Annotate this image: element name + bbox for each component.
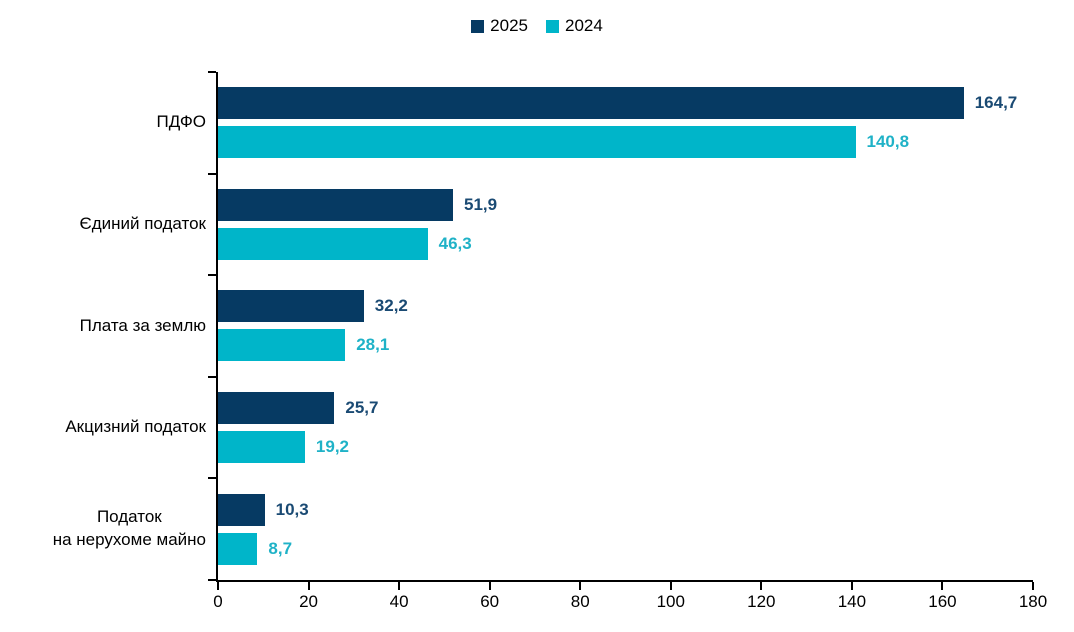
x-axis-tick: [217, 582, 219, 590]
bar-group: 51,9 46,3: [218, 174, 1033, 276]
category-label-row: Плата за землю: [0, 275, 206, 377]
chart-legend: 2025 2024: [0, 16, 1074, 36]
x-axis-tick: [579, 582, 582, 590]
bar-value-label: 32,2: [374, 296, 408, 316]
bar-value-label: 8,7: [268, 538, 293, 558]
x-axis-tick-label: 60: [480, 592, 500, 611]
legend-item-2024: 2024: [546, 16, 603, 36]
plot-area: 164,7 140,8 51,9 46,3 32,2 28,1 25,7 19,2 10,3 8,…: [208, 71, 1047, 611]
bar-line-2024: 28,1: [218, 329, 1033, 362]
bar-line-2024: 46,3: [218, 227, 1033, 260]
x-axis-tick-label: 0: [213, 592, 223, 611]
x-axis-tick-label: 100: [656, 592, 685, 611]
bar-2024: [218, 126, 856, 159]
legend-swatch-icon: [471, 19, 485, 33]
x-axis-tick-label: 140: [837, 592, 867, 611]
bar-group: 25,7 19,2: [218, 377, 1033, 479]
category-label: Єдиний податок: [79, 213, 206, 233]
bar-value-label: 140,8: [866, 132, 910, 152]
category-label: ПДФО: [156, 112, 206, 132]
x-axis-tick-label: 160: [928, 592, 957, 611]
x-axis-tick-label: 180: [1018, 592, 1048, 611]
bar-line-2025: 25,7: [218, 392, 1033, 425]
y-axis-tick: [208, 274, 216, 277]
x-axis-tick-label: 120: [747, 592, 776, 611]
legend-item-2025: 2025: [471, 16, 528, 36]
category-label: Плата за землю: [79, 315, 206, 335]
bar-2025: [218, 392, 335, 425]
category-label-row: Єдиний податок: [0, 174, 206, 276]
bar-value-label: 46,3: [438, 233, 472, 253]
bar-value-label: 51,9: [463, 194, 498, 214]
bar-line-2024: 8,7: [218, 532, 1033, 565]
bar-2024: [218, 329, 346, 362]
bar-group: 164,7 140,8: [218, 72, 1033, 174]
bar-line-2025: 10,3: [218, 493, 1033, 526]
bar-2024: [218, 227, 428, 260]
category-label: Податок на нерухоме майно: [52, 507, 206, 550]
y-axis-line: [216, 72, 218, 582]
legend-label: 2024: [565, 16, 603, 35]
legend-swatch-icon: [546, 19, 559, 33]
bar-group: 32,2 28,1: [218, 275, 1033, 377]
x-axis-tick-label: 80: [570, 592, 590, 611]
y-axis-tick: [208, 71, 216, 73]
bar-2025: [218, 493, 265, 526]
bar-2024: [218, 532, 258, 565]
x-axis-tick: [1032, 582, 1034, 590]
y-axis-tick: [208, 375, 216, 378]
y-axis-tick: [208, 579, 216, 581]
x-axis-line: [216, 580, 1033, 582]
bar-2025: [218, 87, 964, 120]
category-label-row: Акцизний податок: [0, 377, 206, 479]
x-axis-tick: [850, 582, 853, 590]
bar-rows: 164,7 140,8 51,9 46,3 32,2 28,1 25,7 19,2 10,3 8,…: [218, 72, 1033, 580]
x-axis-tick-label: 20: [299, 592, 319, 611]
x-axis-tick: [941, 582, 944, 590]
category-label-row: ПДФО: [0, 72, 206, 174]
category-axis-labels: ПДФО Єдиний податок Плата за землю Акцизний…: [0, 72, 206, 580]
x-axis-tick: [398, 582, 401, 590]
bar-value-label: 19,2: [315, 437, 350, 457]
bar-group: 10,3 8,7: [218, 478, 1033, 580]
x-axis-tick: [760, 582, 763, 590]
x-axis-tick: [669, 582, 672, 590]
bar-value-label: 164,7: [974, 93, 1018, 113]
bar-2024: [218, 431, 305, 464]
bar-line-2025: 164,7: [218, 87, 1033, 120]
bar-line-2025: 32,2: [218, 290, 1033, 323]
bar-2025: [218, 188, 453, 221]
bar-line-2024: 19,2: [218, 431, 1033, 464]
bar-2025: [218, 290, 364, 323]
bar-line-2024: 140,8: [218, 126, 1033, 159]
category-label: Акцизний податок: [65, 417, 206, 437]
x-axis-tick: [488, 582, 491, 590]
bar-value-label: 28,1: [356, 335, 390, 355]
bar-value-label: 10,3: [275, 499, 309, 519]
x-axis-tick: [307, 582, 310, 590]
bar-value-label: 25,7: [345, 398, 379, 418]
legend-label: 2025: [490, 16, 528, 35]
x-axis-tick-label: 40: [389, 592, 409, 611]
bar-line-2025: 51,9: [218, 188, 1033, 221]
category-label-row: Податок на нерухоме майно: [0, 478, 206, 580]
y-axis-tick: [208, 477, 216, 480]
y-axis-tick: [208, 172, 216, 175]
